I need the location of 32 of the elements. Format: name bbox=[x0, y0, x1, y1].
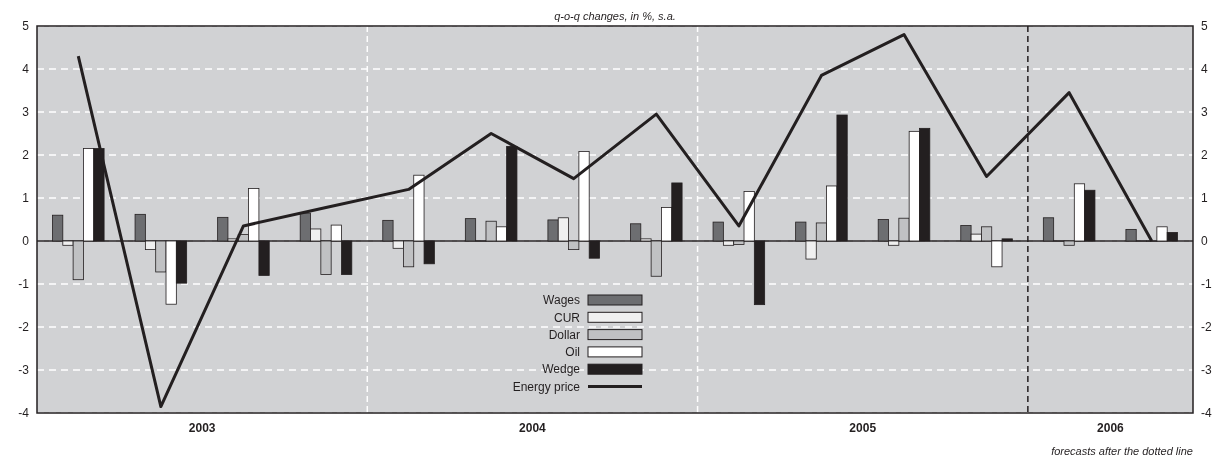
x-tick-label: 2005 bbox=[849, 421, 877, 435]
legend-label: Wedge bbox=[542, 362, 581, 377]
text: forecasts after the dotted line bbox=[1051, 445, 1193, 457]
y2-tick-label: 4 bbox=[1201, 62, 1208, 77]
legend-label: CUR bbox=[554, 310, 581, 325]
y-tick-label: -2 bbox=[18, 320, 30, 335]
y-tick-label: 1 bbox=[22, 191, 30, 206]
legend-label: Energy price bbox=[512, 379, 581, 394]
y2-tick-label: -1 bbox=[1201, 277, 1212, 292]
y-tick-label: 0 bbox=[22, 234, 30, 249]
y2-tick-label: 2 bbox=[1201, 148, 1208, 163]
y2-tick-label: 1 bbox=[1201, 191, 1208, 206]
y2-tick-label: -2 bbox=[1201, 320, 1212, 335]
legend-label: Wages bbox=[543, 293, 580, 308]
chart-title: q-o-q changes, in %, s.a. bbox=[554, 10, 676, 22]
y-tick-label: -4 bbox=[18, 406, 30, 421]
legend-label: Dollar bbox=[548, 327, 580, 342]
y-tick-label: 4 bbox=[22, 62, 30, 77]
y-tick-label: 2 bbox=[22, 148, 30, 163]
x-tick-label: 2004 bbox=[519, 421, 547, 435]
y2-tick-label: 3 bbox=[1201, 105, 1208, 120]
x-tick-label: 2006 bbox=[1097, 421, 1125, 435]
y-tick-label: -3 bbox=[18, 363, 30, 378]
y-tick-label: 3 bbox=[22, 105, 30, 120]
y-tick-label: -1 bbox=[18, 277, 30, 292]
y2-tick-label: 5 bbox=[1201, 19, 1208, 34]
y2-tick-label: -4 bbox=[1201, 406, 1212, 421]
x-tick-label: 2003 bbox=[188, 421, 216, 435]
y-tick-label: 5 bbox=[22, 19, 30, 34]
y2-tick-label: 0 bbox=[1201, 234, 1208, 249]
y2-tick-label: -3 bbox=[1201, 363, 1212, 378]
legend-label: Oil bbox=[565, 345, 580, 360]
